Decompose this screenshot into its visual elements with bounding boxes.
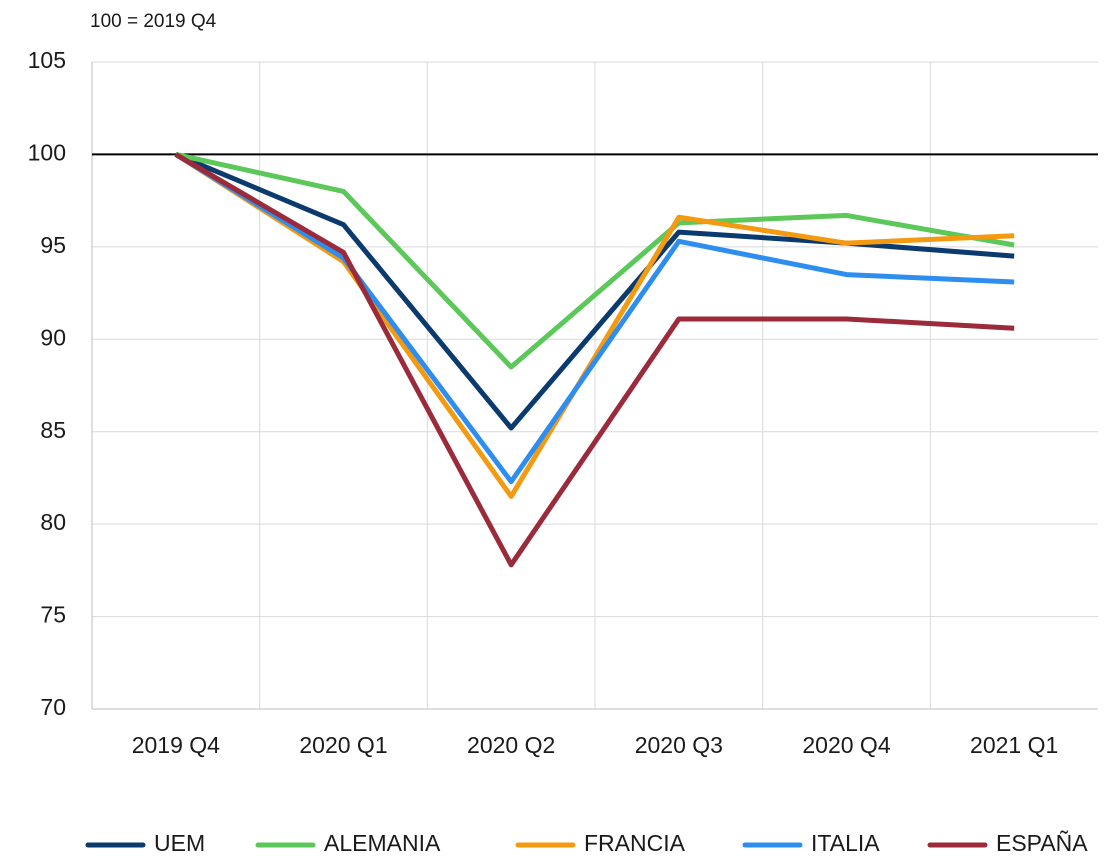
y-tick-label: 80	[40, 509, 66, 535]
x-tick-label: 2020 Q3	[635, 732, 723, 758]
legend-label: ITALIA	[811, 830, 880, 856]
chart-subtitle: 100 = 2019 Q4	[90, 11, 217, 32]
x-tick-label: 2020 Q4	[802, 732, 890, 758]
y-tick-label: 90	[40, 324, 66, 350]
legend-label: ALEMANIA	[324, 830, 441, 856]
x-tick-label: 2020 Q2	[467, 732, 555, 758]
series-line	[174, 152, 1015, 431]
y-tick-label: 100	[28, 140, 66, 166]
series-line	[175, 151, 1015, 370]
series-line	[174, 152, 1015, 499]
y-tick-label: 75	[40, 602, 66, 628]
x-tick-label: 2020 Q1	[299, 732, 387, 758]
y-tick-label: 85	[40, 417, 66, 443]
series-line	[174, 152, 1015, 568]
legend-label: FRANCIA	[584, 830, 686, 856]
y-tick-label: 95	[40, 232, 66, 258]
x-tick-label: 2021 Q1	[970, 732, 1058, 758]
legend-label: UEM	[154, 830, 205, 856]
y-tick-label: 105	[28, 47, 66, 73]
x-tick-label: 2019 Q4	[132, 732, 220, 758]
y-tick-label: 70	[40, 694, 66, 720]
legend-label: ESPAÑA	[996, 830, 1088, 856]
series-line	[174, 152, 1015, 485]
